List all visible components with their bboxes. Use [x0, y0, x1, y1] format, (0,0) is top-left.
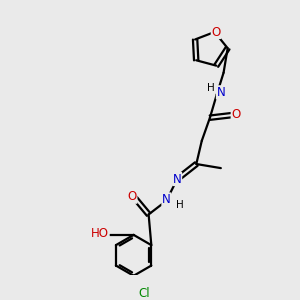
- Text: Cl: Cl: [139, 287, 150, 300]
- Text: N: N: [173, 172, 182, 185]
- Text: N: N: [162, 193, 171, 206]
- Text: O: O: [128, 190, 137, 203]
- Text: HO: HO: [91, 227, 109, 240]
- Text: O: O: [211, 26, 220, 38]
- Text: N: N: [217, 86, 225, 99]
- Text: H: H: [176, 200, 184, 210]
- Text: H: H: [207, 83, 215, 93]
- Text: O: O: [231, 109, 241, 122]
